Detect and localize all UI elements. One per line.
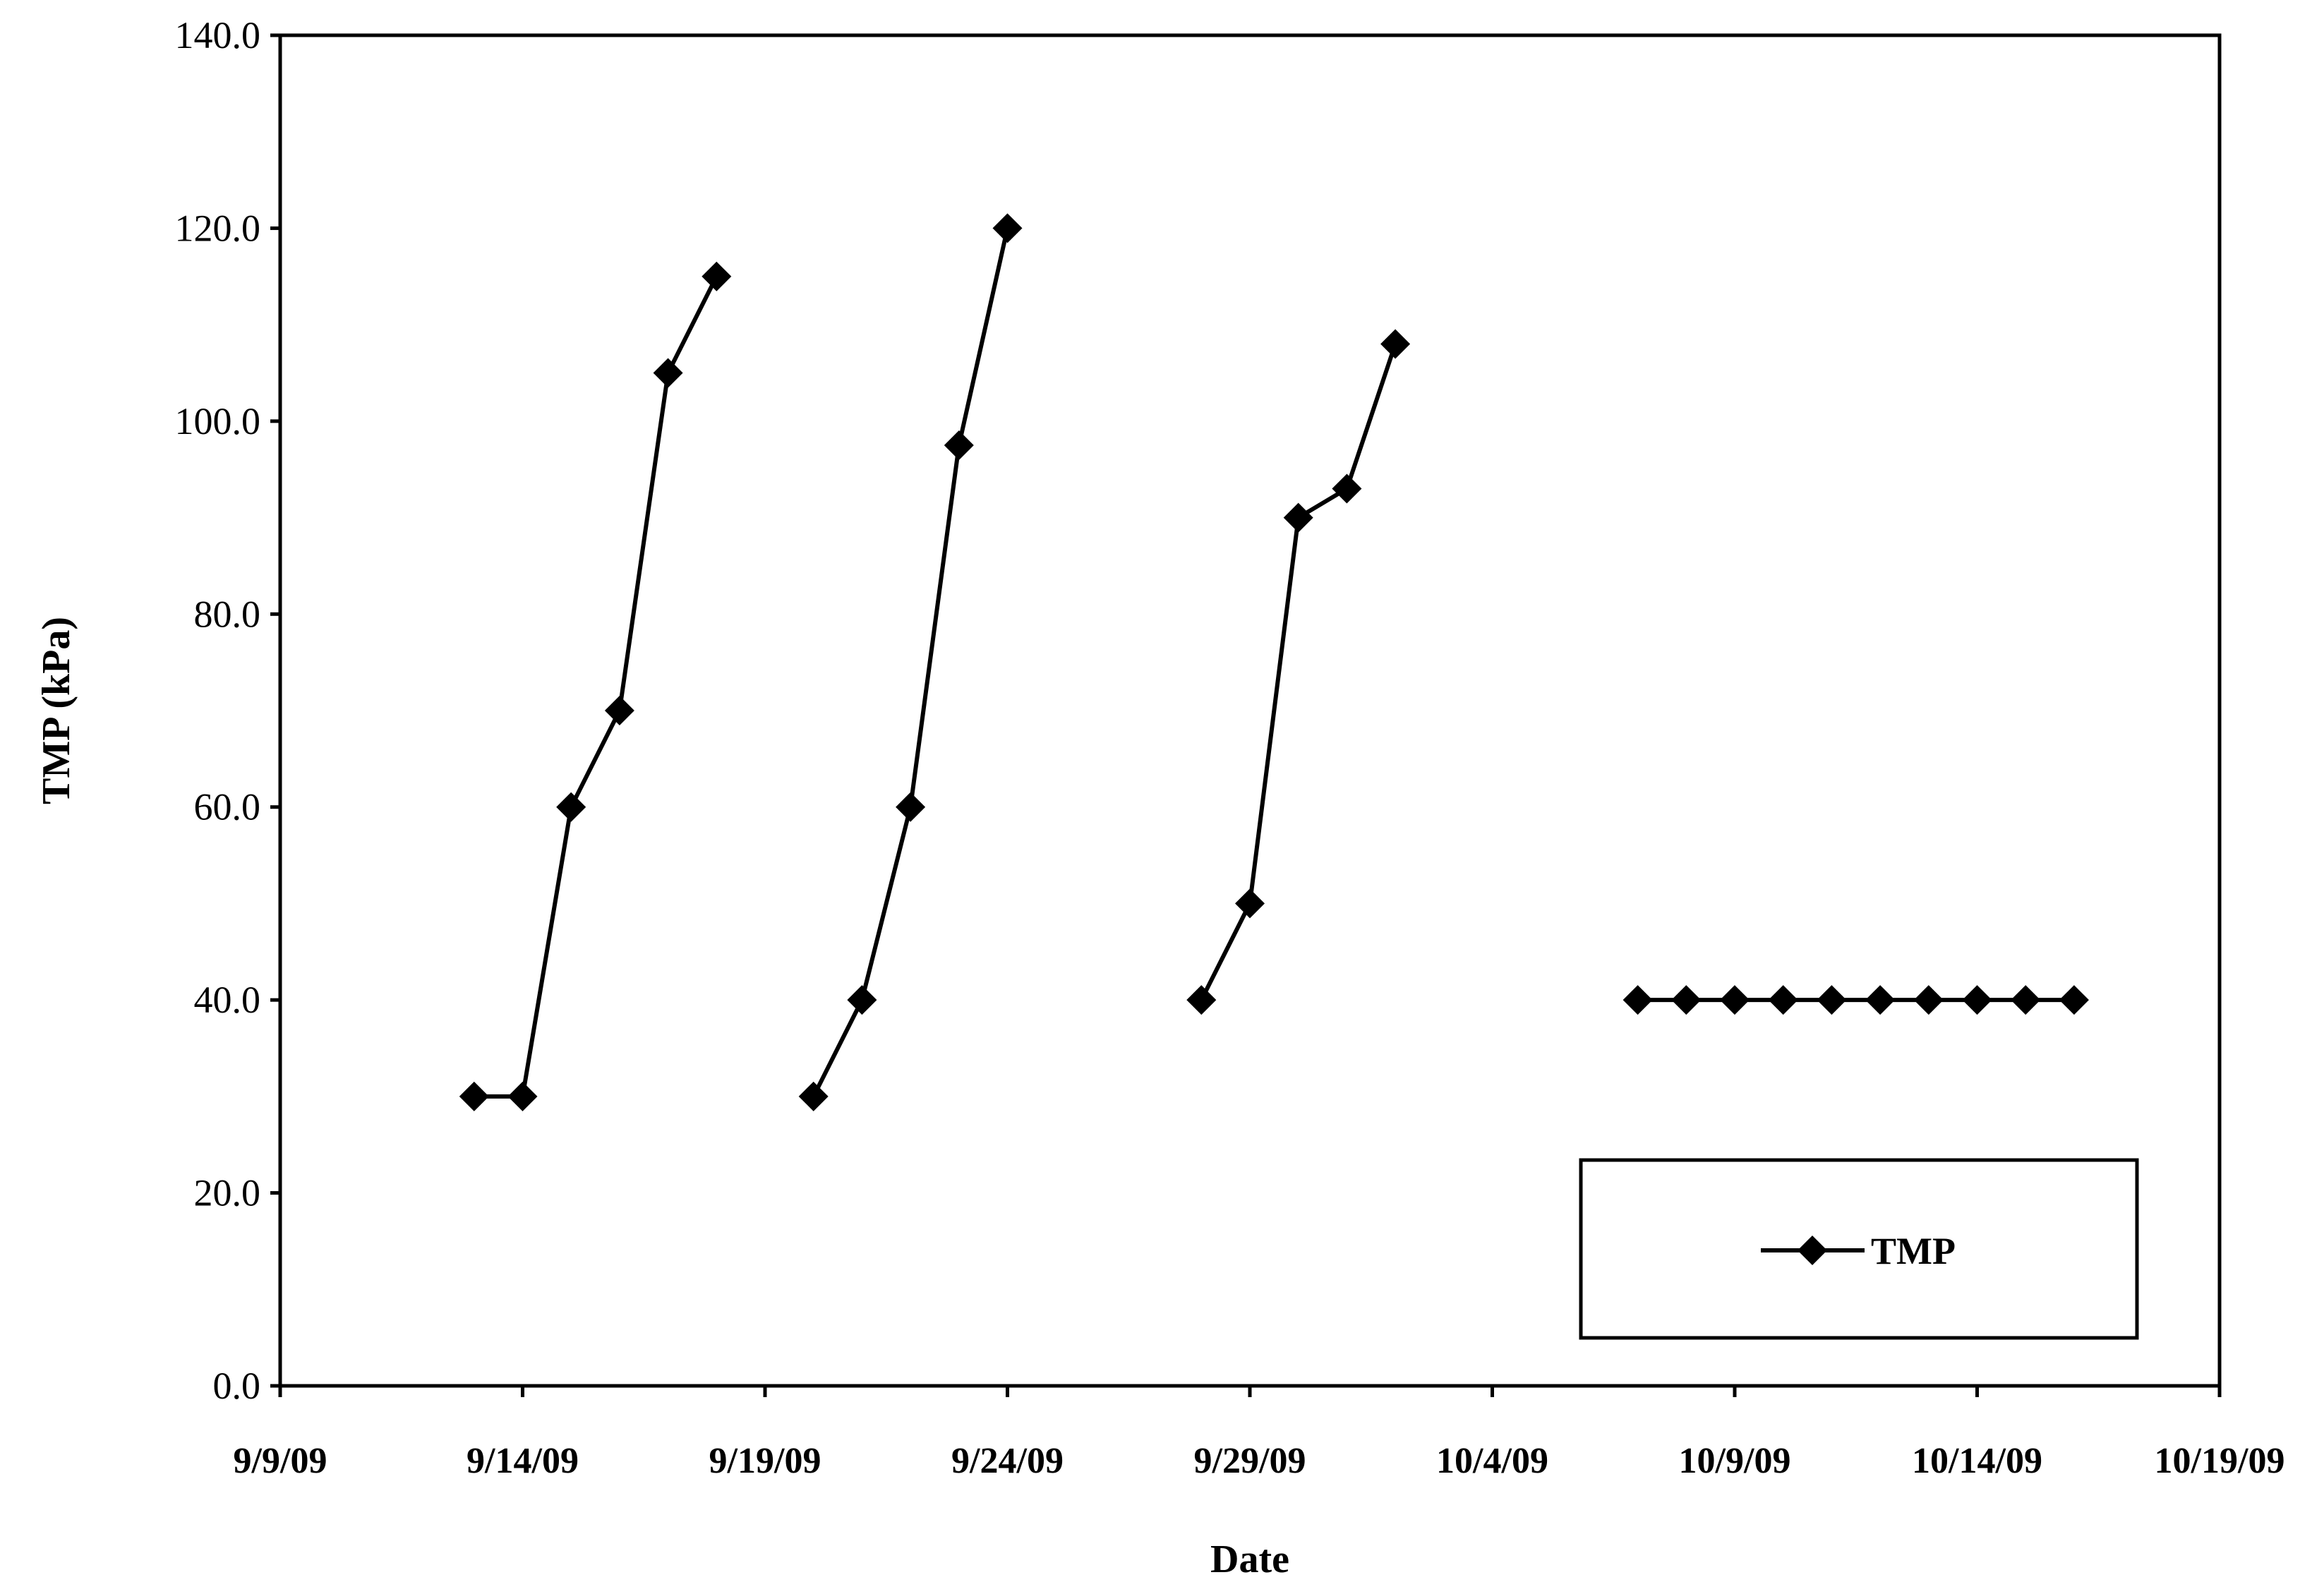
x-tick-label: 9/24/09: [951, 1441, 1064, 1481]
x-tick-label: 9/9/09: [234, 1441, 327, 1481]
y-tick-label: 40.0: [194, 979, 261, 1021]
data-point-marker: [1622, 985, 1653, 1015]
legend-label-tmp: TMP: [1871, 1230, 1956, 1272]
x-tick-label: 9/19/09: [709, 1441, 821, 1481]
x-tick-label: 9/14/09: [466, 1441, 579, 1481]
data-point-marker: [944, 430, 974, 461]
data-point-marker: [507, 1081, 538, 1111]
data-point-marker: [604, 696, 634, 725]
x-axis-title: Date: [1210, 1538, 1289, 1581]
data-point-marker: [702, 261, 732, 291]
data-point-marker: [896, 792, 926, 822]
x-tick-label: 10/4/09: [1436, 1441, 1548, 1481]
y-tick-label: 140.0: [175, 14, 261, 56]
y-tick-label: 0.0: [213, 1365, 261, 1407]
y-tick-label: 20.0: [194, 1172, 261, 1214]
x-tick-label: 10/14/09: [1912, 1441, 2042, 1481]
data-point-marker: [1817, 985, 1847, 1015]
x-tick-label: 10/9/09: [1679, 1441, 1791, 1481]
data-point-marker: [1865, 985, 1896, 1015]
data-point-marker: [556, 792, 586, 822]
data-point-marker: [847, 985, 877, 1015]
data-point-marker: [1913, 985, 1944, 1015]
data-point-marker: [1332, 473, 1362, 504]
y-axis: 0.0 20.0 40.0 60.0 80.0 100.0 120.0 140.0: [175, 14, 280, 1407]
x-tick-label: 9/29/09: [1194, 1441, 1306, 1481]
y-tick-label: 80.0: [194, 593, 261, 635]
y-tick-label: 100.0: [175, 400, 261, 442]
data-point-marker: [2059, 985, 2089, 1015]
series-markers: [459, 213, 2089, 1111]
data-point-marker: [1380, 329, 1411, 359]
data-point-marker: [1671, 985, 1702, 1015]
legend: TMP: [1579, 1158, 2139, 1340]
data-point-marker: [1235, 888, 1265, 919]
data-point-marker: [1186, 985, 1217, 1015]
data-point-marker: [459, 1081, 489, 1111]
data-point-marker: [1283, 502, 1313, 533]
data-point-marker: [653, 358, 683, 388]
y-axis-title: TMP (kPa): [35, 617, 78, 804]
data-point-marker: [2011, 985, 2041, 1015]
data-point-marker: [992, 213, 1023, 243]
data-point-marker: [1720, 985, 1750, 1015]
y-tick-label: 60.0: [194, 786, 261, 828]
data-point-marker: [798, 1081, 829, 1111]
legend-diamond-marker: [1798, 1236, 1827, 1265]
data-point-marker: [1962, 985, 1992, 1015]
data-point-marker: [1768, 985, 1798, 1015]
y-tick-label: 120.0: [175, 207, 261, 249]
x-axis: 9/9/09 9/14/09 9/19/09 9/24/09 9/29/09 10/4/0…: [234, 1386, 2285, 1481]
x-tick-label: 10/19/09: [2155, 1441, 2285, 1481]
